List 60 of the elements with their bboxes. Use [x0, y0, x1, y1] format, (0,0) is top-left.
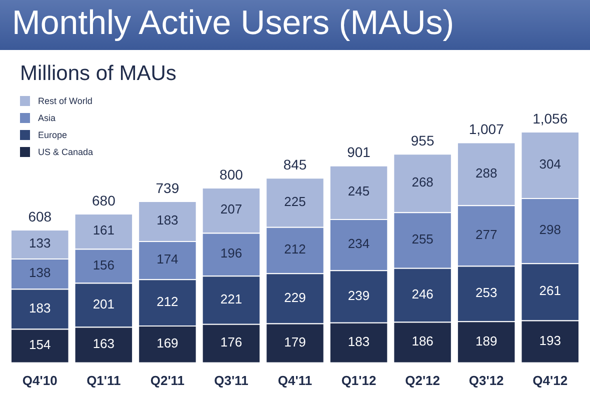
data-label: 298: [539, 222, 561, 238]
data-label: 255: [412, 232, 434, 247]
data-label: 277: [475, 227, 498, 242]
x-tick-label: Q1'12: [341, 372, 376, 388]
data-label: 133: [29, 236, 51, 251]
x-tick-label: Q2'12: [405, 372, 440, 388]
data-label: 161: [92, 222, 115, 238]
total-label: 680: [92, 192, 116, 208]
total-label: 739: [156, 180, 180, 196]
legend-label: Rest of World: [38, 96, 92, 106]
x-tick-label: Q4'11: [278, 372, 312, 388]
data-label: 176: [220, 334, 242, 350]
data-label: 246: [412, 286, 434, 302]
total-label: 901: [347, 144, 371, 160]
x-tick-label: Q3'11: [214, 372, 248, 388]
total-label: 608: [28, 208, 52, 224]
data-label: 239: [348, 288, 370, 303]
chart-title: Monthly Active Users (MAUs): [12, 4, 454, 43]
data-label: 225: [284, 194, 306, 209]
data-label: 288: [475, 165, 498, 180]
legend-label: Asia: [38, 112, 56, 122]
legend-label: US & Canada: [38, 146, 94, 156]
data-label: 229: [284, 290, 306, 305]
data-label: 245: [348, 184, 370, 199]
total-label: 1,007: [468, 121, 504, 138]
data-label: 189: [475, 333, 498, 348]
data-label: 156: [92, 257, 115, 272]
chart-subtitle: Millions of MAUs: [20, 62, 176, 86]
legend-label: Europe: [38, 130, 68, 140]
data-label: 212: [284, 242, 306, 257]
data-label: 169: [156, 336, 178, 350]
data-label: 212: [156, 294, 178, 309]
data-label: 234: [348, 236, 370, 252]
data-label: 253: [475, 284, 498, 300]
data-label: 183: [156, 212, 178, 228]
data-label: 138: [29, 265, 51, 280]
data-label: 183: [29, 300, 51, 316]
data-label: 183: [348, 334, 370, 349]
data-label: 201: [92, 296, 115, 312]
data-label: 304: [539, 156, 561, 172]
x-tick-label: Q4'12: [532, 372, 568, 388]
data-label: 221: [220, 291, 242, 306]
x-tick-label: Q2'11: [150, 372, 185, 388]
data-label: 163: [92, 336, 115, 352]
data-label: 261: [539, 283, 561, 298]
total-label: 800: [220, 166, 244, 182]
total-label: 955: [410, 132, 434, 148]
data-label: 154: [29, 337, 51, 352]
data-label: 179: [284, 334, 306, 350]
data-label: 207: [220, 202, 242, 217]
data-label: 193: [539, 332, 561, 348]
total-label: 1,056: [532, 110, 568, 126]
x-tick-label: Q1'11: [86, 372, 121, 388]
data-label: 268: [412, 174, 434, 190]
x-tick-label: Q4'10: [22, 372, 58, 388]
data-label: 196: [220, 246, 242, 261]
data-label: 174: [156, 252, 178, 267]
x-tick-label: Q3'12: [468, 372, 504, 388]
total-label: 845: [283, 156, 307, 172]
data-label: 186: [412, 334, 434, 349]
